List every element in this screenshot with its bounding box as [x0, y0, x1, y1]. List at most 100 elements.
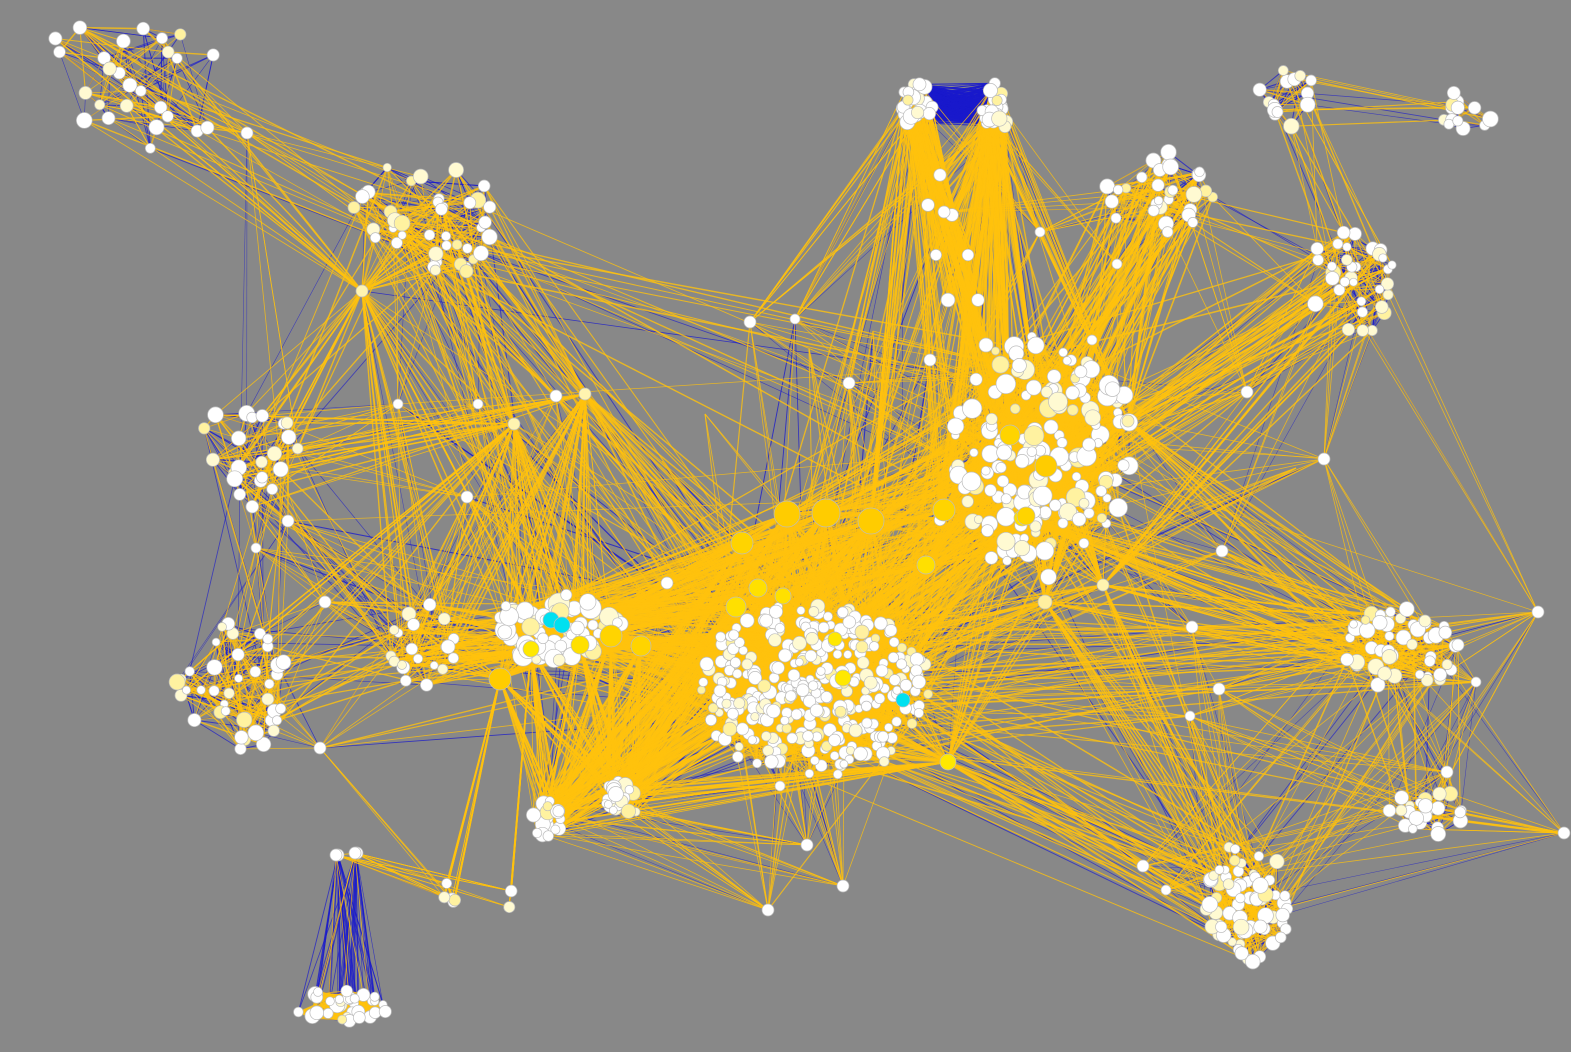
graph-node[interactable] [786, 732, 798, 744]
graph-node[interactable] [94, 99, 106, 111]
graph-node[interactable] [1277, 65, 1289, 76]
graph-node-bridge[interactable] [1440, 765, 1454, 779]
graph-node[interactable] [995, 462, 1007, 474]
graph-node[interactable] [207, 406, 224, 424]
graph-node[interactable] [325, 996, 335, 1006]
graph-node[interactable] [234, 730, 249, 745]
graph-node[interactable] [462, 243, 473, 254]
graph-node[interactable] [1452, 115, 1464, 127]
graph-node[interactable] [272, 461, 289, 478]
graph-node[interactable] [550, 824, 561, 835]
graph-node[interactable] [1382, 803, 1397, 818]
graph-node[interactable] [1433, 667, 1447, 682]
graph-node[interactable] [1341, 322, 1355, 337]
graph-node[interactable] [1049, 499, 1062, 512]
graph-node[interactable] [206, 659, 223, 676]
graph-node[interactable] [836, 606, 849, 619]
graph-node[interactable] [808, 680, 819, 691]
graph-node[interactable] [823, 611, 833, 622]
graph-node[interactable] [1356, 324, 1369, 337]
graph-node[interactable] [122, 77, 138, 93]
graph-node[interactable] [1374, 284, 1385, 295]
graph-node[interactable] [275, 654, 292, 670]
graph-node[interactable] [254, 627, 266, 640]
graph-node[interactable] [247, 724, 265, 742]
graph-node[interactable] [1375, 300, 1389, 314]
graph-node[interactable] [156, 32, 168, 45]
graph-node-bridge[interactable] [250, 542, 262, 554]
graph-node[interactable] [231, 648, 245, 662]
graph-node[interactable] [542, 801, 553, 812]
graph-node[interactable] [734, 637, 745, 648]
graph-node[interactable] [624, 785, 634, 795]
graph-node-bridge[interactable] [348, 846, 362, 860]
graph-node[interactable] [796, 683, 810, 697]
graph-node[interactable] [184, 666, 195, 677]
graph-node[interactable] [780, 715, 790, 726]
graph-node[interactable] [1398, 601, 1415, 617]
graph-node[interactable] [570, 620, 585, 636]
graph-node[interactable] [217, 622, 227, 632]
graph-node-hub[interactable] [488, 667, 512, 691]
graph-node-bridge[interactable] [743, 315, 757, 329]
graph-node[interactable] [1339, 276, 1350, 287]
graph-node[interactable] [877, 730, 889, 743]
graph-node[interactable] [1312, 254, 1324, 266]
graph-node[interactable] [1194, 166, 1205, 178]
graph-node[interactable] [991, 95, 1003, 106]
graph-node[interactable] [438, 891, 451, 904]
graph-node[interactable] [211, 637, 221, 647]
graph-node[interactable] [981, 465, 991, 476]
graph-node[interactable] [978, 337, 994, 353]
graph-node[interactable] [991, 355, 1010, 374]
graph-node[interactable] [1110, 212, 1122, 224]
graph-node-hub[interactable] [355, 284, 369, 298]
graph-node[interactable] [961, 471, 982, 492]
graph-node[interactable] [608, 805, 618, 815]
graph-node[interactable] [741, 658, 753, 671]
graph-node[interactable] [223, 687, 235, 699]
graph-node[interactable] [78, 86, 93, 100]
graph-node[interactable] [913, 707, 924, 719]
graph-node[interactable] [1027, 336, 1045, 355]
graph-node[interactable] [435, 202, 448, 216]
graph-node[interactable] [397, 660, 407, 670]
graph-node[interactable] [1395, 629, 1412, 646]
graph-node[interactable] [1333, 283, 1346, 296]
graph-node[interactable] [334, 994, 344, 1004]
graph-node[interactable] [1280, 923, 1292, 935]
graph-node[interactable] [208, 685, 220, 697]
graph-node[interactable] [226, 470, 244, 488]
graph-node[interactable] [757, 679, 771, 693]
graph-node[interactable] [785, 690, 797, 702]
graph-node[interactable] [607, 786, 624, 803]
graph-node[interactable] [1325, 271, 1340, 286]
graph-node-hub[interactable] [570, 635, 590, 655]
graph-node[interactable] [1441, 659, 1453, 670]
graph-node[interactable] [985, 412, 998, 426]
graph-node[interactable] [245, 500, 259, 514]
graph-node[interactable] [808, 606, 820, 618]
graph-node[interactable] [262, 633, 274, 645]
graph-node[interactable] [848, 723, 863, 738]
graph-node[interactable] [766, 703, 781, 719]
graph-node[interactable] [996, 444, 1012, 461]
graph-node[interactable] [504, 884, 518, 898]
graph-node[interactable] [726, 707, 739, 720]
graph-node[interactable] [909, 652, 924, 667]
graph-node-bridge[interactable] [1557, 826, 1571, 840]
graph-node[interactable] [873, 616, 888, 631]
graph-node-hub[interactable] [773, 500, 801, 528]
graph-node-bridge[interactable] [313, 741, 327, 755]
graph-node[interactable] [448, 162, 464, 178]
graph-node-bridge[interactable] [1240, 385, 1254, 399]
graph-node[interactable] [1245, 954, 1261, 970]
graph-node-hub[interactable] [827, 631, 843, 647]
graph-node[interactable] [266, 483, 279, 495]
graph-node[interactable] [1420, 674, 1434, 687]
graph-node[interactable] [1341, 254, 1353, 266]
graph-node[interactable] [1269, 853, 1285, 870]
graph-node[interactable] [1336, 225, 1351, 240]
graph-node[interactable] [1167, 184, 1179, 196]
graph-node-hub[interactable] [748, 578, 768, 598]
